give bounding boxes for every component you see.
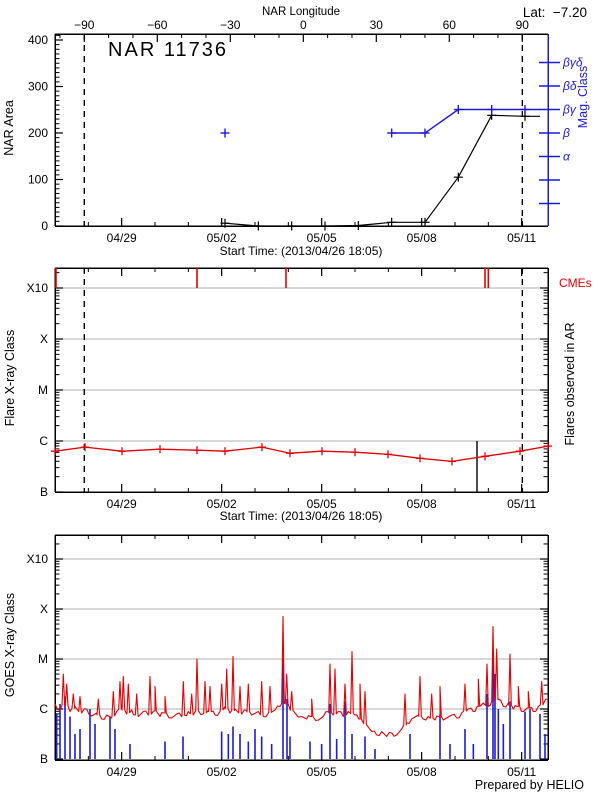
svg-text:100: 100 (28, 173, 48, 187)
svg-text:05/02: 05/02 (207, 231, 237, 245)
nar-area-series (220, 110, 540, 231)
svg-text:200: 200 (28, 126, 48, 140)
svg-text:X10: X10 (27, 281, 49, 295)
flare-axis-title: Flare X-ray Class (3, 329, 17, 427)
goes-blue-spikes (55, 659, 546, 759)
svg-text:α: α (563, 150, 571, 164)
cme-ticks (55, 268, 490, 288)
svg-text:X10: X10 (27, 552, 49, 566)
svg-text:04/29: 04/29 (107, 497, 137, 511)
svg-text:X: X (40, 332, 48, 346)
mag-class-axis: αβ βγ βδ βγδ (539, 56, 583, 205)
svg-text:04/29: 04/29 (107, 231, 137, 245)
mag-class-axis-title: Mag. Class (576, 65, 590, 129)
svg-text:−90: −90 (74, 18, 95, 32)
goes-axis-title: GOES X-ray Class (3, 592, 17, 698)
cmes-label: CMEs (559, 276, 592, 290)
svg-text:05/11: 05/11 (507, 231, 536, 245)
mag-class-series (220, 105, 540, 138)
credit-label: Prepared by HELIO (474, 778, 584, 792)
svg-text:05/11: 05/11 (507, 497, 536, 511)
svg-text:04/29: 04/29 (107, 765, 137, 779)
svg-text:C: C (39, 434, 48, 448)
svg-text:05/08: 05/08 (407, 231, 437, 245)
page-title: NAR 11736 (108, 39, 228, 61)
svg-text:400: 400 (28, 33, 48, 47)
svg-text:05/08: 05/08 (407, 765, 437, 779)
svg-text:0: 0 (300, 18, 307, 32)
latitude-label: Lat: −7.20 (522, 5, 587, 20)
goes-red-series (54, 615, 549, 738)
svg-text:C: C (39, 702, 48, 716)
svg-text:M: M (38, 383, 48, 397)
longitude-axis-title: NAR Longitude (262, 6, 340, 18)
svg-text:05/05: 05/05 (307, 497, 337, 511)
start-time-label-top: Start Time: (2013/04/26 18:05) (219, 244, 383, 258)
svg-text:β: β (562, 126, 570, 140)
svg-text:05/05: 05/05 (307, 765, 337, 779)
svg-text:βγδ: βγδ (562, 56, 583, 70)
flares-observed-title: Flares observed in AR (563, 322, 577, 446)
svg-text:0: 0 (41, 219, 48, 233)
svg-text:B: B (40, 752, 48, 766)
flare-curve (51, 442, 552, 466)
svg-text:300: 300 (28, 80, 48, 94)
svg-text:05/11: 05/11 (507, 765, 536, 779)
svg-text:90: 90 (516, 18, 530, 32)
svg-text:B: B (40, 485, 48, 499)
svg-text:30: 30 (370, 18, 384, 32)
flare-panel: B C M X X10 04/29 05/02 05/05 05/08 05/11 (27, 267, 549, 511)
svg-text:60: 60 (443, 18, 457, 32)
svg-text:05/02: 05/02 (207, 765, 237, 779)
svg-text:M: M (38, 652, 48, 666)
svg-text:−60: −60 (147, 18, 168, 32)
start-time-label-mid: Start Time: (2013/04/26 18:05) (219, 509, 383, 523)
svg-text:05/08: 05/08 (407, 497, 437, 511)
svg-text:βγ: βγ (562, 103, 577, 117)
svg-text:05/05: 05/05 (307, 231, 337, 245)
svg-text:X: X (40, 602, 48, 616)
svg-text:βδ: βδ (562, 79, 577, 93)
svg-text:−30: −30 (220, 18, 241, 32)
svg-text:05/02: 05/02 (207, 497, 237, 511)
area-axis-title: NAR Area (2, 100, 16, 156)
